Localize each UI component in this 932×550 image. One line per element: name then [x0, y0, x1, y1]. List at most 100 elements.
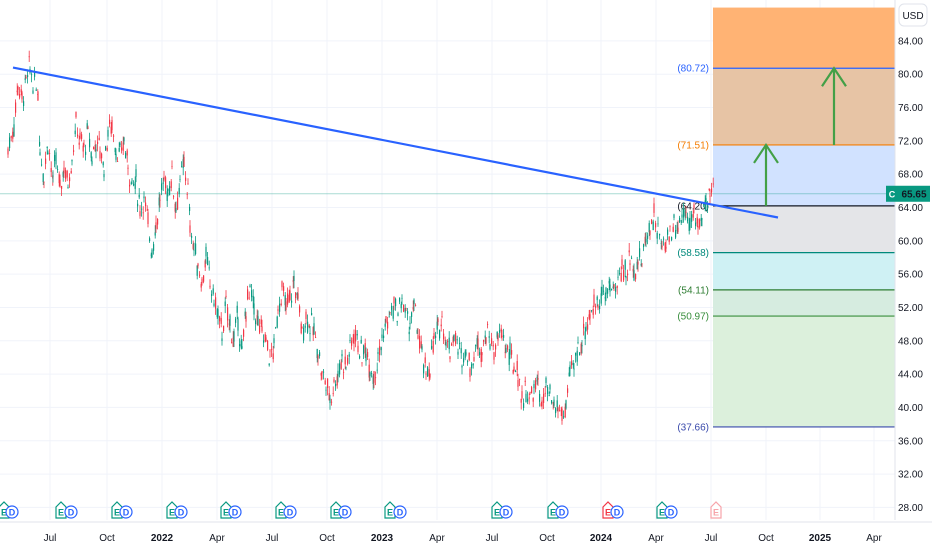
candle-body: [313, 323, 315, 335]
candle-body: [81, 134, 83, 139]
marker-letter: D: [232, 508, 239, 518]
candle-body: [701, 218, 703, 220]
candle-body: [504, 351, 506, 353]
candle-body: [305, 311, 307, 320]
fib-label: (58.58): [677, 248, 709, 259]
fib-zone: [713, 68, 895, 145]
candle-body: [556, 400, 558, 408]
candle-body: [231, 342, 233, 344]
candle-body: [335, 383, 337, 387]
candle-body: [130, 182, 132, 184]
candle-body: [548, 395, 550, 397]
time-tick-label: Oct: [99, 533, 115, 544]
candle-body: [57, 169, 59, 170]
candle-body: [328, 393, 330, 401]
candle-body: [337, 370, 339, 377]
price-tick-label: 80.00: [898, 70, 923, 81]
price-tick-label: 52.00: [898, 303, 923, 314]
arrow-head[interactable]: [821, 66, 847, 87]
time-axis[interactable]: Jul Oct 2022 Apr Jul Oct 2023 Apr Jul Oct 2024 Apr J…: [0, 521, 932, 544]
candle-body: [453, 334, 455, 341]
candle-body: [267, 340, 269, 350]
candle-body: [283, 286, 285, 291]
candle-body: [540, 403, 542, 407]
candle-body: [424, 357, 426, 363]
candle-body: [497, 335, 499, 341]
candle-body: [364, 343, 366, 354]
candle-body: [284, 295, 286, 306]
candle-body: [655, 223, 657, 228]
candle-body: [12, 131, 14, 139]
candle-body: [405, 307, 407, 309]
trendline-segment[interactable]: [12, 66, 779, 219]
candle-body: [85, 151, 87, 155]
candle-body: [476, 338, 478, 348]
candle-body: [641, 263, 643, 265]
candle-body: [617, 276, 619, 278]
candle-body: [624, 260, 626, 270]
candle-body: [541, 400, 543, 407]
candle-body: [320, 372, 322, 376]
candle-body: [142, 212, 144, 214]
candle-body: [9, 137, 11, 149]
candle-body: [651, 220, 653, 224]
marker-letter: D: [287, 508, 294, 518]
candle-body: [248, 297, 250, 299]
candle-body: [459, 343, 461, 345]
candle-body: [436, 321, 438, 330]
candle-body: [359, 355, 361, 359]
candle-body: [521, 391, 523, 398]
candle-body: [240, 340, 242, 348]
marker-letter: E: [114, 508, 120, 518]
candle-body: [273, 338, 275, 344]
candle-body: [393, 296, 395, 304]
candle-body: [687, 216, 689, 222]
candle-body: [513, 366, 515, 372]
candle-body: [447, 341, 449, 343]
candle-body: [101, 153, 103, 159]
price-axis-bg: [895, 0, 932, 550]
candle-body: [468, 352, 470, 361]
candle-body: [392, 310, 394, 319]
current-price-value: 65.65: [901, 189, 926, 200]
candle-body: [672, 226, 674, 232]
candle-body: [684, 210, 686, 217]
candle-body: [372, 375, 374, 384]
candle-body: [341, 354, 343, 357]
candle-body: [19, 93, 21, 98]
candle-body: [201, 278, 203, 283]
candle-body: [192, 243, 194, 249]
candle-body: [307, 321, 309, 333]
marker-letter: D: [9, 508, 16, 518]
candle-body: [213, 303, 215, 306]
candle-body: [217, 309, 219, 318]
dividend-icon-shape: [228, 505, 242, 519]
candle-body: [174, 203, 176, 212]
candle-body: [249, 285, 251, 288]
marker-letter: D: [503, 508, 510, 518]
candle-body: [423, 364, 425, 374]
candle-body: [368, 364, 370, 378]
candle-body: [13, 124, 15, 137]
candle-body: [17, 86, 19, 90]
target-arrows[interactable]: [753, 66, 847, 206]
candle-body: [469, 368, 471, 378]
price-tick-label: 40.00: [898, 403, 923, 414]
currency-label[interactable]: USD: [902, 11, 923, 22]
candle-body: [99, 151, 101, 159]
candle-body: [451, 343, 453, 346]
candle-body: [79, 132, 81, 139]
price-axis[interactable]: USD 84.00 80.00 76.00 72.00 68.00 64.00 60.00 56…: [886, 0, 932, 550]
candle-body: [74, 130, 76, 135]
time-tick-label: Jul: [486, 533, 499, 544]
arrow-head[interactable]: [753, 142, 779, 164]
candle-body: [340, 361, 342, 369]
candle-body: [135, 169, 137, 177]
currency-button[interactable]: [898, 3, 928, 27]
dividend-icon-shape: [119, 505, 133, 519]
trendline[interactable]: [12, 66, 779, 219]
candle-body: [223, 325, 225, 332]
candle-body: [325, 389, 327, 391]
candle-body: [58, 174, 60, 184]
